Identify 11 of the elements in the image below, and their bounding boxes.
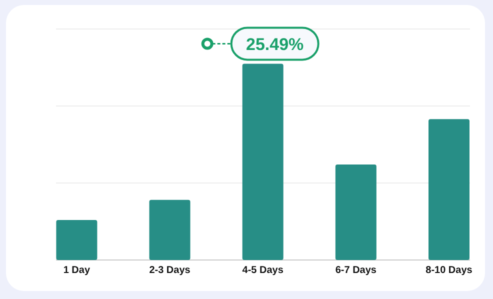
bar [428, 119, 470, 260]
x-tick-label: 6-7 Days [335, 265, 377, 276]
x-tick-label: 2-3 Days [149, 265, 191, 276]
bar [56, 220, 98, 260]
x-tick-label: 1 Day [63, 265, 90, 276]
bar [242, 64, 284, 260]
data-label: 25.49% [246, 34, 304, 54]
bar [335, 164, 376, 260]
x-tick-label: 4-5 Days [242, 265, 284, 276]
bar [149, 200, 190, 260]
x-tick-label: 8-10 Days [426, 265, 473, 276]
